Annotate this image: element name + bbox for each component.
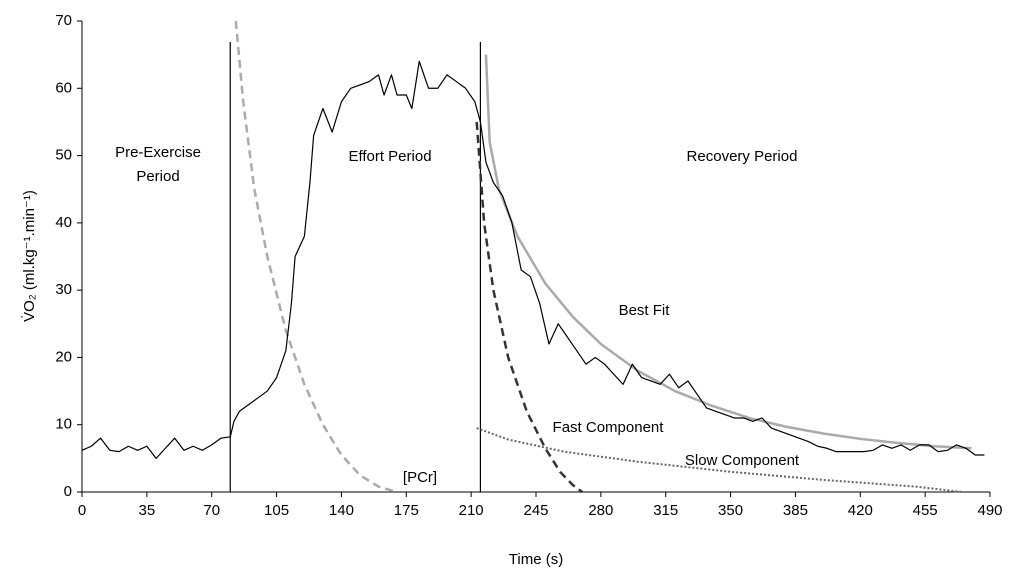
- y-tick-label: 20: [55, 348, 72, 365]
- annotation: Period: [136, 168, 179, 185]
- series-line: [484, 54, 972, 450]
- x-tick-label: 105: [264, 502, 289, 519]
- series-label: Fast Component: [553, 419, 665, 436]
- series-label: [PCr]: [403, 469, 437, 486]
- y-tick-label: 70: [55, 12, 72, 29]
- y-tick-label: 40: [55, 214, 72, 231]
- x-tick-label: 210: [459, 502, 484, 519]
- annotation: Effort Period: [348, 148, 431, 165]
- y-tick-label: 10: [55, 416, 72, 433]
- x-tick-label: 455: [913, 502, 938, 519]
- x-tick-label: 280: [588, 502, 613, 519]
- x-tick-label: 420: [848, 502, 873, 519]
- x-tick-label: 315: [653, 502, 678, 519]
- y-axis-label: V̇O₂ (ml.kg⁻¹.min⁻¹): [21, 190, 38, 322]
- x-axis-label: Time (s): [509, 551, 563, 568]
- x-tick-label: 70: [203, 502, 220, 519]
- series-line: [234, 20, 398, 494]
- x-tick-label: 140: [329, 502, 354, 519]
- annotation: Recovery Period: [687, 148, 798, 165]
- x-tick-label: 0: [78, 502, 86, 519]
- y-tick-label: 0: [64, 483, 72, 500]
- x-tick-label: 245: [523, 502, 548, 519]
- x-tick-label: 350: [718, 502, 743, 519]
- series-line: [475, 121, 584, 494]
- x-tick-label: 35: [139, 502, 156, 519]
- series-line: [476, 427, 963, 493]
- x-tick-label: 490: [977, 502, 1002, 519]
- series-label: Slow Component: [685, 452, 800, 469]
- x-tick-label: 385: [783, 502, 808, 519]
- x-tick-label: 175: [394, 502, 419, 519]
- y-tick-label: 30: [55, 281, 72, 298]
- series-label: Best Fit: [619, 302, 671, 319]
- annotation: Pre-Exercise: [115, 144, 201, 161]
- series-line: [81, 60, 985, 459]
- y-tick-label: 60: [55, 79, 72, 96]
- y-tick-label: 50: [55, 147, 72, 164]
